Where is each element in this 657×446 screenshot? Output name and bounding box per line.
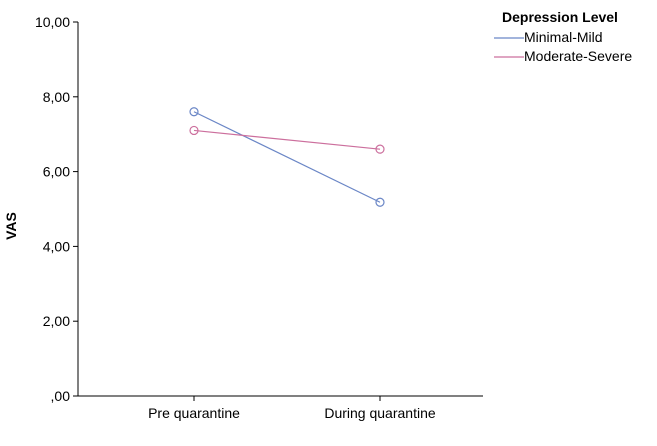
y-tick-label: 4,00 [43,238,70,254]
legend-items: Minimal-Mild Moderate-Severe [494,29,632,64]
x-tick-label: During quarantine [324,405,436,421]
x-ticks: Pre quarantine During quarantine [148,396,436,421]
series-line-minimal-mild [193,111,381,203]
plot-area: ,00 2,00 4,00 6,00 8,00 10,00 Pre quarantine D… [35,14,483,421]
legend-label-moderate-severe: Moderate-Severe [524,48,632,64]
y-tick-label: 6,00 [43,164,70,180]
legend-label-minimal-mild: Minimal-Mild [524,29,603,45]
x-tick-label: Pre quarantine [148,405,240,421]
data-point-moderate-severe [189,125,199,136]
y-tick-label: 10,00 [35,14,70,30]
y-tick-label: 8,00 [43,89,70,105]
series-group [189,107,385,207]
y-tick-label: ,00 [51,388,71,404]
legend: Depression Level Minimal-Mild Moderate-Se… [494,9,632,64]
series-line-moderate-severe [193,129,381,150]
y-axis-title: VAS [3,212,19,240]
y-ticks: ,00 2,00 4,00 6,00 8,00 10,00 [35,14,78,404]
data-point-minimal-mild [375,197,385,207]
legend-title: Depression Level [502,9,618,25]
y-tick-label: 2,00 [43,313,70,329]
data-point-minimal-mild [189,107,199,117]
data-point-moderate-severe [375,144,385,154]
